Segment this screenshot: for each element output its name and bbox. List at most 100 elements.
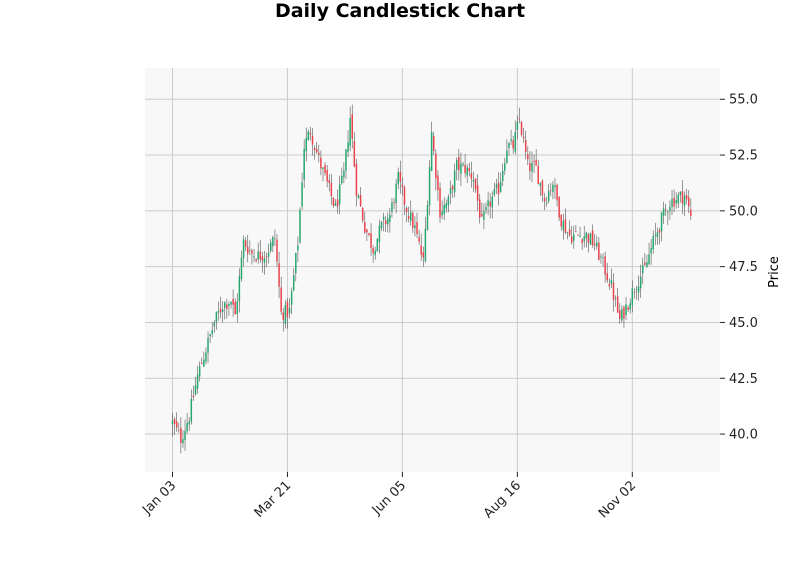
candle xyxy=(654,222,657,246)
candle xyxy=(207,331,209,364)
candle-body-down xyxy=(468,168,471,172)
candle xyxy=(274,229,276,247)
candle xyxy=(391,197,393,218)
candle-body-up xyxy=(374,250,376,256)
candle xyxy=(351,104,353,149)
candle-body-down xyxy=(276,239,278,262)
candle-body-up xyxy=(654,234,657,236)
candle-body-down xyxy=(476,185,479,201)
candle xyxy=(307,129,310,141)
candle-body-down xyxy=(368,232,370,235)
candle-body-down xyxy=(470,173,473,179)
candle xyxy=(387,212,389,233)
candle xyxy=(468,162,471,177)
candle-body-down xyxy=(681,191,684,204)
candle xyxy=(405,206,408,223)
candle-body-up xyxy=(297,245,299,251)
candle xyxy=(326,164,328,188)
candle xyxy=(267,243,270,264)
candle-body-down xyxy=(608,283,611,287)
candle xyxy=(598,237,600,261)
candle-body-down xyxy=(564,219,567,233)
candle-body-up xyxy=(301,182,303,207)
candle xyxy=(322,166,324,182)
candle-body-down xyxy=(644,262,646,266)
candle-body-down xyxy=(359,195,362,207)
candle-body-down xyxy=(435,153,437,179)
candle-body-down xyxy=(422,252,425,258)
candle xyxy=(278,251,280,299)
candle xyxy=(261,251,264,273)
candle xyxy=(366,228,368,241)
candle xyxy=(435,149,437,191)
candle xyxy=(175,412,178,432)
candle xyxy=(238,268,241,313)
candle-body-down xyxy=(458,156,460,171)
candle-body-up xyxy=(378,225,381,243)
candle-body-up xyxy=(596,242,598,247)
candle-body-up xyxy=(516,122,519,130)
candle-body-down xyxy=(591,230,594,246)
candle xyxy=(681,179,684,215)
candle-body-up xyxy=(683,195,686,206)
candle-body-down xyxy=(384,220,387,225)
candle-body-up xyxy=(382,217,385,220)
candle xyxy=(184,419,186,451)
candle-body-up xyxy=(483,211,485,220)
candle-body-down xyxy=(336,199,339,207)
candle-body-up xyxy=(347,142,349,153)
candle-body-up xyxy=(338,184,341,205)
candle-body-down xyxy=(244,240,247,248)
candle-body-down xyxy=(664,209,667,211)
candle-body-down xyxy=(234,301,236,315)
candle xyxy=(324,162,326,176)
candle-body-up xyxy=(334,203,337,206)
candle-body-up xyxy=(209,334,211,337)
candle-body-up xyxy=(188,421,190,425)
candle-body-down xyxy=(286,301,289,317)
candle-body-down xyxy=(558,196,560,218)
candle-body-up xyxy=(545,202,548,204)
candle xyxy=(537,159,539,185)
candle-body-up xyxy=(288,307,291,314)
candle xyxy=(418,229,420,245)
candle-body-down xyxy=(529,162,531,172)
candle xyxy=(292,268,295,292)
candle-body-up xyxy=(213,322,216,327)
candle-body-up xyxy=(447,196,450,206)
candle xyxy=(656,227,659,245)
candle-body-up xyxy=(445,203,448,209)
candle xyxy=(539,181,542,196)
candle-body-down xyxy=(372,248,374,254)
candle-body-up xyxy=(236,301,239,315)
candle-body-up xyxy=(631,288,634,306)
candle xyxy=(215,311,218,330)
candle-body-down xyxy=(543,198,546,202)
candle-body-up xyxy=(322,167,324,170)
candle-body-up xyxy=(539,183,542,187)
candle-body-up xyxy=(376,238,379,252)
candle-body-up xyxy=(449,188,452,194)
candle xyxy=(205,347,207,365)
candle-body-up xyxy=(579,235,581,238)
candle xyxy=(341,167,343,185)
candle xyxy=(504,157,506,176)
candle-body-up xyxy=(610,279,613,284)
candle xyxy=(359,187,362,208)
candle xyxy=(462,161,464,168)
candle-body-down xyxy=(330,182,333,196)
candle xyxy=(520,121,523,137)
candle-body-down xyxy=(226,304,228,309)
candle xyxy=(213,320,216,333)
candle xyxy=(211,321,213,338)
candle-body-up xyxy=(646,262,648,267)
candle xyxy=(512,135,514,154)
candle-body-up xyxy=(242,239,245,259)
candle xyxy=(543,193,546,211)
candle-body-up xyxy=(637,286,640,293)
candle-body-down xyxy=(627,307,629,310)
candle xyxy=(420,233,422,261)
candle-body-up xyxy=(196,374,199,389)
y-tick-label: 42.5 xyxy=(729,372,758,387)
candle-body-down xyxy=(192,395,195,398)
